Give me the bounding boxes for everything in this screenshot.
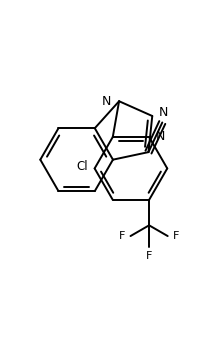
Text: F: F [146, 251, 152, 261]
Text: N: N [156, 130, 165, 143]
Text: N: N [102, 95, 111, 108]
Text: Cl: Cl [76, 160, 88, 173]
Text: F: F [173, 231, 179, 241]
Text: F: F [119, 231, 126, 241]
Text: N: N [159, 106, 169, 119]
